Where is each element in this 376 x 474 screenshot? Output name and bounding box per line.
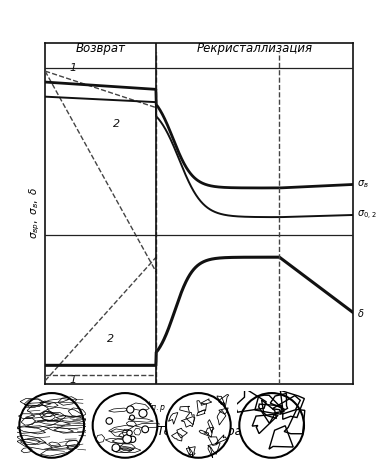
Text: Возврат: Возврат [76,42,126,55]
Circle shape [239,393,304,458]
Circle shape [141,410,146,414]
Text: 2: 2 [107,334,114,344]
Circle shape [130,436,136,442]
Text: $\sigma_в$: $\sigma_в$ [356,179,368,191]
Circle shape [106,418,112,424]
Text: $\delta$: $\delta$ [356,307,364,319]
Circle shape [123,435,132,443]
Circle shape [92,393,158,458]
Text: Рекристаллизация: Рекристаллизация [197,42,313,55]
Circle shape [19,393,84,458]
Circle shape [112,444,120,452]
Text: $\sigma_{0,2}$: $\sigma_{0,2}$ [356,209,376,221]
Text: 1: 1 [70,63,77,73]
Circle shape [142,426,149,433]
Circle shape [127,430,132,436]
Text: 1: 1 [70,374,77,384]
Circle shape [166,393,231,458]
Text: Температура: Температура [156,425,243,438]
Text: 2: 2 [113,119,120,129]
Text: $t_{п.р}$: $t_{п.р}$ [146,400,166,416]
Circle shape [129,415,135,420]
Y-axis label: $\sigma_{вр},\ \sigma_в,\ \delta$: $\sigma_{вр},\ \sigma_в,\ \delta$ [28,187,42,239]
Text: $t_1$: $t_1$ [274,400,285,413]
Circle shape [127,406,134,413]
Circle shape [139,409,147,417]
